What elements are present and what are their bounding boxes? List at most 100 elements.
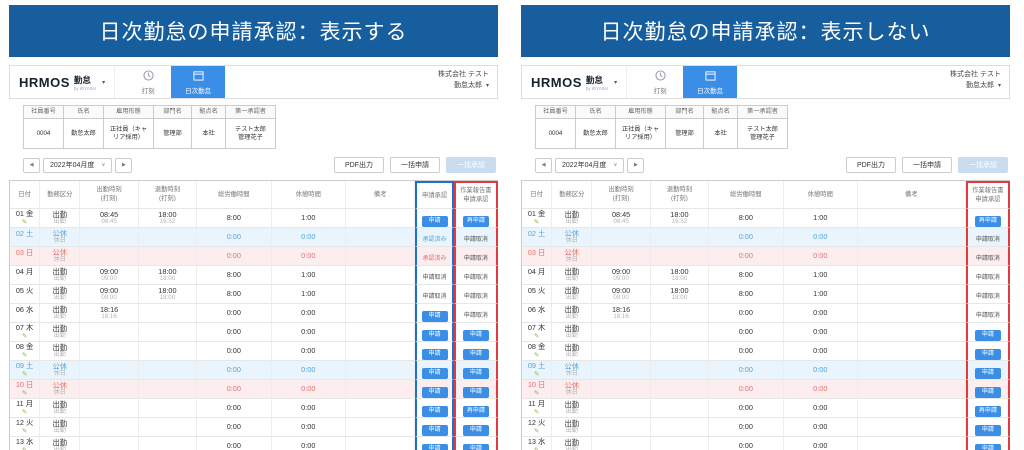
edit-pencil-icon[interactable]: ✎ xyxy=(21,351,28,359)
cancel-request-link[interactable]: 申請取消 xyxy=(975,237,1000,244)
note-cell xyxy=(346,247,416,267)
total-cell: 0:00 xyxy=(709,342,784,362)
edit-pencil-icon[interactable]: ✎ xyxy=(22,447,27,450)
apply-button[interactable]: 申請 xyxy=(974,329,1001,341)
cancel-request-link[interactable]: 申請取消 xyxy=(463,275,488,282)
apply-button[interactable]: 申請 xyxy=(974,367,1001,379)
report-cell: 申請取消 xyxy=(453,285,498,305)
cancel-request-link[interactable]: 申請取消 xyxy=(463,256,488,263)
apply-button[interactable]: 申請 xyxy=(421,443,448,450)
cancel-request-link[interactable]: 申請取消 xyxy=(975,275,1000,282)
next-month-button[interactable]: ▶ xyxy=(115,157,133,173)
report-cell: 再申請 xyxy=(453,399,498,419)
month-select[interactable]: 2022年04月度 ∨ xyxy=(43,157,113,173)
cancel-request-link[interactable]: 申請取消 xyxy=(422,294,447,301)
toolbar: ◀ 2022年04月度 ∨ ▶ PDF出力 一括申請 一括承認 xyxy=(535,157,1010,174)
hrmos-logo[interactable]: HRMOS 勤怠 by IEYASU ▾ xyxy=(522,66,628,98)
edit-pencil-icon[interactable]: ✎ xyxy=(534,447,539,450)
apply-button[interactable]: 申請 xyxy=(974,386,1001,398)
edit-pencil-icon[interactable]: ✎ xyxy=(21,389,28,397)
attendance-row: 10 日 ✎ 公休 休日 0:00 0:00 申請 xyxy=(522,380,1010,400)
edit-pencil-icon[interactable]: ✎ xyxy=(21,370,28,378)
attendance-row: 01 金 ✎ 出勤 出勤 08:45 08:45 18:00 16:32 8:00 1:00 申請… xyxy=(10,209,498,229)
cell-sub: 出勤 xyxy=(565,275,578,283)
cancel-request-link[interactable]: 申請取消 xyxy=(975,313,1000,320)
cancel-request-link[interactable]: 申請取消 xyxy=(975,256,1000,263)
report-cell: 申請取消 xyxy=(965,247,1010,267)
total-hours: 0:00 xyxy=(226,365,241,375)
apply-button[interactable]: 申請 xyxy=(462,329,489,341)
cell-sub xyxy=(140,409,195,416)
edit-pencil-icon[interactable]: ✎ xyxy=(533,427,540,435)
total-hours: 0:00 xyxy=(738,384,753,394)
nav-daily-attendance[interactable]: 日次勤怠 xyxy=(171,66,226,98)
edit-pencil-icon[interactable]: ✎ xyxy=(21,218,28,226)
apply-button[interactable]: 申請 xyxy=(974,443,1001,450)
pdf-export-button[interactable]: PDF出力 xyxy=(846,157,896,174)
apply-button[interactable]: 申請 xyxy=(462,424,489,436)
apply-button[interactable]: 申請 xyxy=(462,386,489,398)
bulk-apply-button[interactable]: 一括申請 xyxy=(390,157,440,174)
cancel-request-link[interactable]: 申請取消 xyxy=(422,275,447,282)
approval-cell: 申請 xyxy=(415,418,454,438)
prev-month-button[interactable]: ◀ xyxy=(535,157,552,173)
edit-pencil-icon[interactable]: ✎ xyxy=(533,351,540,359)
edit-pencil-icon[interactable]: ✎ xyxy=(533,332,540,340)
apply-button[interactable]: 申請 xyxy=(974,348,1001,360)
total-cell: 0:00 xyxy=(197,323,272,343)
cancel-request-link[interactable]: 申請取消 xyxy=(463,313,488,320)
reapply-button[interactable]: 再申請 xyxy=(462,215,489,227)
apply-button[interactable]: 申請 xyxy=(421,367,448,379)
date-label: 05 火 xyxy=(527,285,546,295)
edit-pencil-icon[interactable]: ✎ xyxy=(21,427,28,435)
apply-button[interactable]: 申請 xyxy=(974,424,1001,436)
cell-sub xyxy=(81,257,136,264)
rest-cell: 0:00 xyxy=(783,247,858,267)
pdf-export-button[interactable]: PDF出力 xyxy=(334,157,384,174)
cancel-request-link[interactable]: 申請取消 xyxy=(463,237,488,244)
edit-pencil-icon[interactable]: ✎ xyxy=(533,408,540,416)
apply-button[interactable]: 申請 xyxy=(421,215,448,227)
apply-button[interactable]: 申請 xyxy=(462,348,489,360)
account-menu[interactable]: 株式会社 テスト 勤怠太郎 ▾ xyxy=(942,66,1009,98)
apply-button[interactable]: 申請 xyxy=(421,310,448,322)
apply-button[interactable]: 申請 xyxy=(421,405,448,417)
date-cell: 03 日 xyxy=(10,247,41,267)
cancel-request-link[interactable]: 申請取消 xyxy=(463,294,488,301)
edit-pencil-icon[interactable]: ✎ xyxy=(21,332,28,340)
apply-button[interactable]: 申請 xyxy=(421,348,448,360)
cell-main: 18:16 xyxy=(99,304,119,314)
nav-daily-attendance[interactable]: 日次勤怠 xyxy=(683,66,738,98)
account-menu[interactable]: 株式会社 テスト 勤怠太郎 ▾ xyxy=(430,66,497,98)
cancel-request-link[interactable]: 申請取消 xyxy=(975,294,1000,301)
logo-product: 勤怠 xyxy=(73,74,91,85)
edit-pencil-icon[interactable]: ✎ xyxy=(21,408,28,416)
edit-pencil-icon[interactable]: ✎ xyxy=(533,370,540,378)
nav-punch-clock[interactable]: 打刻 xyxy=(637,66,683,98)
reapply-button[interactable]: 再申請 xyxy=(974,215,1001,227)
apply-button[interactable]: 申請 xyxy=(421,386,448,398)
emp-department: 管理部 xyxy=(665,118,704,150)
apply-button[interactable]: 申請 xyxy=(421,424,448,436)
next-month-button[interactable]: ▶ xyxy=(627,157,645,173)
month-select[interactable]: 2022年04月度 ∨ xyxy=(555,157,625,173)
attendance-row: 05 火 出勤 出勤 09:00 09:00 18:00 18:00 8:00 1:00 申請… xyxy=(522,285,1010,305)
cell-sub: 出勤 xyxy=(565,351,578,359)
nav-punch-clock[interactable]: 打刻 xyxy=(125,66,171,98)
in-cell xyxy=(592,342,651,362)
reapply-button[interactable]: 再申請 xyxy=(462,405,489,417)
rest-hours: 0:00 xyxy=(301,251,316,261)
edit-pencil-icon[interactable]: ✎ xyxy=(533,389,540,397)
edit-pencil-icon[interactable]: ✎ xyxy=(533,218,540,226)
col-header-type: 勤務区分 xyxy=(552,181,593,210)
apply-button[interactable]: 申請 xyxy=(421,329,448,341)
out-cell xyxy=(650,323,710,343)
col-header-rest: 休憩時間 xyxy=(783,181,858,210)
prev-month-button[interactable]: ◀ xyxy=(23,157,40,173)
apply-button[interactable]: 申請 xyxy=(462,367,489,379)
reapply-button[interactable]: 再申請 xyxy=(974,405,1001,417)
apply-button[interactable]: 申請 xyxy=(462,443,489,450)
attendance-row: 07 木 ✎ 出勤 出勤 0:00 0:00 申請 xyxy=(522,323,1010,343)
bulk-apply-button[interactable]: 一括申請 xyxy=(902,157,952,174)
hrmos-logo[interactable]: HRMOS 勤怠 by IEYASU ▾ xyxy=(10,66,116,98)
